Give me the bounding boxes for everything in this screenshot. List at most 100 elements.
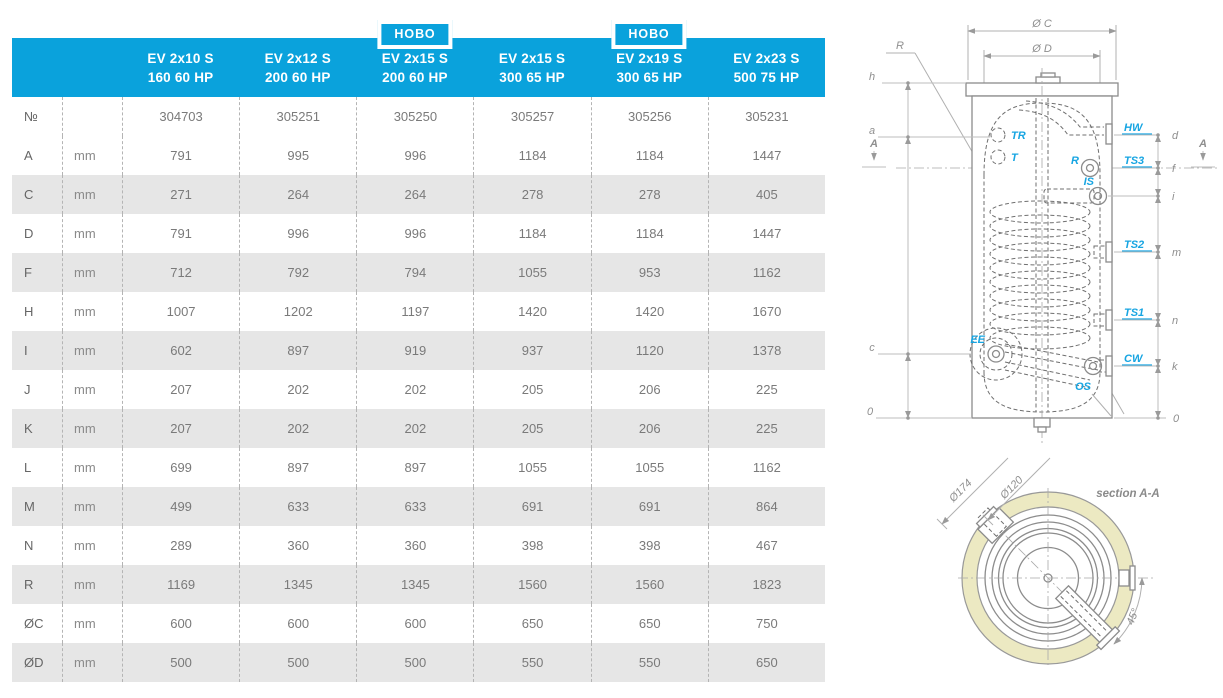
cell-value: 864 <box>707 487 825 526</box>
section-title: section A-A <box>1096 488 1159 500</box>
cell-value: 1055 <box>473 448 590 487</box>
cell-value: 500 <box>239 643 356 682</box>
cell-value: 305251 <box>239 97 356 136</box>
cell-value: 305256 <box>590 97 708 136</box>
row-label: C <box>24 187 34 202</box>
hw-pipe <box>1025 100 1104 128</box>
model-spec: 160 60 HP <box>147 69 214 85</box>
level-label-c: c <box>869 342 875 354</box>
port-label-ts2: TS2 <box>1124 239 1144 251</box>
cell-value: 305231 <box>707 97 825 136</box>
cell-value: 650 <box>707 643 825 682</box>
row-unit: mm <box>62 487 122 526</box>
row-label: F <box>24 265 32 280</box>
bottom-outlet <box>1033 417 1051 428</box>
cell-value: 305257 <box>473 97 590 136</box>
model-spec: 200 60 HP <box>382 69 448 85</box>
cell-value: 1184 <box>473 136 590 175</box>
row-unit: mm <box>62 604 122 643</box>
column-header: EV 2x19 S 300 65 HP <box>591 38 708 97</box>
row-label: J <box>24 382 31 397</box>
row-label: L <box>24 460 32 475</box>
hw-port <box>1105 123 1113 145</box>
electric-element-tubes <box>1004 343 1099 389</box>
table-row: № 304703 305251 305250 305257 305256 305231 <box>12 97 825 136</box>
cell-value: 791 <box>122 136 239 175</box>
cell-value: 225 <box>707 370 825 409</box>
cell-value: 207 <box>122 409 239 448</box>
section-marker-left: A <box>862 138 886 168</box>
level-label-zero-left: 0 <box>867 406 874 418</box>
cell-value: 1055 <box>590 448 708 487</box>
t-port <box>990 149 1006 165</box>
cell-value: 1169 <box>122 565 239 604</box>
cell-value: 1420 <box>590 292 708 331</box>
level-label-a: a <box>869 125 875 137</box>
cell-value: 1184 <box>590 214 708 253</box>
cell-value: 202 <box>239 370 356 409</box>
cell-value: 996 <box>356 136 473 175</box>
cell-value: 953 <box>590 253 708 292</box>
new-badge: НОВО <box>611 20 687 49</box>
section-aa-view: Ø174 Ø120 45° section A-A <box>936 457 1160 668</box>
cell-value: 225 <box>707 409 825 448</box>
cell-value: 600 <box>122 604 239 643</box>
cell-value: 897 <box>239 331 356 370</box>
header-spacer-unit <box>62 38 122 97</box>
cell-value: 360 <box>356 526 473 565</box>
level-label-f: f <box>1172 163 1176 175</box>
cell-value: 1007 <box>122 292 239 331</box>
cell-value: 633 <box>356 487 473 526</box>
row-label: ØC <box>24 616 44 631</box>
level-label-zero-right: 0 <box>1173 413 1180 425</box>
cell-value: 1560 <box>473 565 590 604</box>
cell-value: 202 <box>356 370 473 409</box>
model-name: EV 2x15 S <box>498 50 566 66</box>
ts1-port <box>1105 309 1113 331</box>
cell-value: 1447 <box>707 214 825 253</box>
row-unit: mm <box>62 292 122 331</box>
cell-value: 289 <box>122 526 239 565</box>
cell-value: 205 <box>473 409 590 448</box>
cell-value: 996 <box>239 214 356 253</box>
cell-value: 278 <box>473 175 590 214</box>
svg-text:A: A <box>869 138 878 150</box>
column-header: EV 2x15 S 200 60 HP <box>356 38 473 97</box>
section-marker-right: A <box>1191 138 1215 168</box>
row-label: H <box>24 304 34 319</box>
is-port <box>1088 186 1108 206</box>
cell-value: 1197 <box>356 292 473 331</box>
level-label-k: k <box>1172 361 1178 373</box>
dim-label-174: Ø174 <box>946 477 974 505</box>
row-label: K <box>24 421 33 436</box>
port-label-ts3: TS3 <box>1124 155 1144 167</box>
dim-label-r: R <box>896 40 904 52</box>
cell-value: 264 <box>356 175 473 214</box>
table-row: ØD mm 500 500 500 550 550 650 <box>12 643 825 682</box>
row-label: D <box>24 226 34 241</box>
cell-value: 206 <box>590 370 708 409</box>
port-label-cw: CW <box>1124 353 1144 365</box>
row-label: R <box>24 577 34 592</box>
row-label: N <box>24 538 34 553</box>
cell-value: 1162 <box>707 253 825 292</box>
cell-value: 602 <box>122 331 239 370</box>
model-name: EV 2x12 S <box>264 50 331 66</box>
model-name: EV 2x23 S <box>733 50 800 66</box>
row-unit: mm <box>62 370 122 409</box>
cell-value: 205 <box>473 370 590 409</box>
port-label-tr: TR <box>1011 130 1026 142</box>
cell-value: 1202 <box>239 292 356 331</box>
cell-value: 691 <box>590 487 708 526</box>
model-name: EV 2x19 S <box>616 50 683 66</box>
cell-value: 791 <box>122 214 239 253</box>
column-header: EV 2x23 S 500 75 HP <box>708 38 825 97</box>
